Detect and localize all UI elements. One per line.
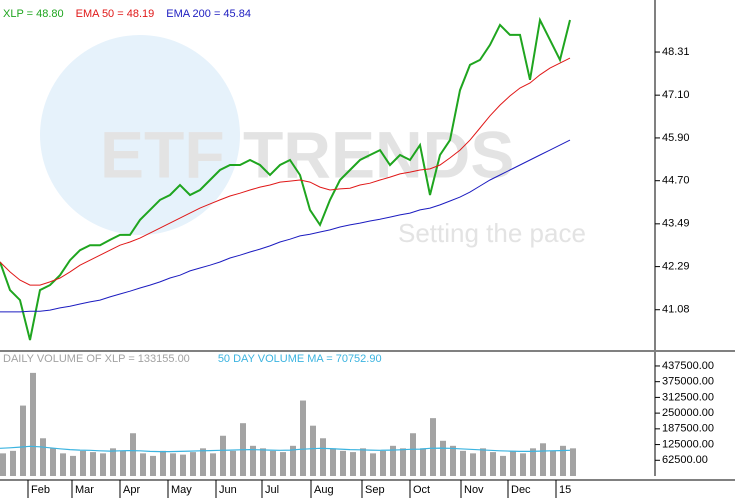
volume-bar xyxy=(490,452,496,476)
series-line xyxy=(0,139,571,313)
volume-bar xyxy=(10,450,16,476)
y-tick-label: 250000.00 xyxy=(662,407,714,419)
volume-bar xyxy=(120,450,126,476)
volume-bar xyxy=(370,453,376,476)
volume-bar xyxy=(190,452,196,476)
volume-bar xyxy=(460,450,466,476)
volume-bar xyxy=(540,443,546,476)
y-tick-label: 48.31 xyxy=(662,46,690,58)
y-tick-label: 47.10 xyxy=(662,89,690,101)
x-tick-label: 15 xyxy=(559,484,571,496)
volume-bar xyxy=(360,448,366,476)
volume-bar xyxy=(450,445,456,476)
x-tick-label: Oct xyxy=(413,484,430,496)
volume-bar xyxy=(140,453,146,476)
volume-bar xyxy=(570,448,576,476)
volume-bar xyxy=(520,453,526,476)
x-tick-label: Jun xyxy=(219,484,237,496)
volume-bar xyxy=(330,448,336,476)
y-tick-label: 45.90 xyxy=(662,132,690,144)
x-tick-label: Jul xyxy=(265,484,279,496)
volume-bar xyxy=(280,452,286,476)
volume-bar xyxy=(420,448,426,476)
volume-bar xyxy=(200,448,206,476)
series-line xyxy=(0,57,571,286)
volume-bar xyxy=(20,405,26,476)
x-tick-label: Sep xyxy=(365,484,385,496)
x-tick-label: Nov xyxy=(464,484,484,496)
volume-bar xyxy=(110,448,116,476)
volume-bar xyxy=(440,440,446,476)
x-tick-label: Dec xyxy=(511,484,531,496)
watermark-tagline: Setting the pace xyxy=(398,218,586,248)
volume-bar xyxy=(400,448,406,476)
y-tick-label: 43.49 xyxy=(662,218,690,230)
volume-bar xyxy=(170,453,176,476)
volume-bar xyxy=(50,448,56,476)
volume-bar xyxy=(510,450,516,476)
volume-bar xyxy=(130,433,136,476)
volume-bar xyxy=(320,438,326,476)
volume-bar xyxy=(430,418,436,476)
y-tick-label: 375000.00 xyxy=(662,376,714,388)
volume-bar xyxy=(340,450,346,476)
volume-bar xyxy=(500,455,506,476)
volume-bar xyxy=(560,445,566,476)
volume-bar xyxy=(480,448,486,476)
volume-bar xyxy=(40,438,46,476)
volume-bar xyxy=(230,450,236,476)
y-tick-label: 41.08 xyxy=(662,304,690,316)
volume-bar xyxy=(30,372,36,476)
volume-bar xyxy=(470,453,476,476)
volume-bar xyxy=(260,448,266,476)
x-tick-label: May xyxy=(171,484,192,496)
y-tick-label: 312500.00 xyxy=(662,391,714,403)
volume-bar xyxy=(380,450,386,476)
volume-bar xyxy=(80,450,86,476)
volume-bar xyxy=(220,435,226,476)
x-tick-label: Apr xyxy=(123,484,140,496)
x-tick-label: Feb xyxy=(31,484,50,496)
watermark-circle xyxy=(40,35,240,235)
y-tick-label: 42.29 xyxy=(662,261,690,273)
volume-bar xyxy=(550,450,556,476)
volume-bar xyxy=(60,453,66,476)
volume-bar xyxy=(290,445,296,476)
legend-entry: DAILY VOLUME OF XLP = 133155.00 xyxy=(3,353,190,365)
volume-bar xyxy=(270,450,276,476)
volume-bar xyxy=(210,453,216,476)
watermark-title: ETF TRENDS xyxy=(100,117,514,191)
volume-bar xyxy=(100,453,106,476)
y-tick-label: 125000.00 xyxy=(662,438,714,450)
volume-bar xyxy=(390,445,396,476)
volume-bar xyxy=(300,400,306,476)
volume-bar xyxy=(150,455,156,476)
y-tick-label: 62500.00 xyxy=(662,454,708,466)
x-tick-label: Mar xyxy=(75,484,94,496)
legend-entry: XLP = 48.80 xyxy=(3,8,64,20)
x-tick-label: Aug xyxy=(314,484,334,496)
legend-entry: EMA 200 = 45.84 xyxy=(166,8,251,20)
volume-bar xyxy=(180,454,186,476)
volume-bar xyxy=(410,433,416,476)
volume-bar xyxy=(160,450,166,476)
volume-bar xyxy=(250,445,256,476)
legend-entry: EMA 50 = 48.19 xyxy=(76,8,155,20)
y-tick-label: 437500.00 xyxy=(662,360,714,372)
volume-bar xyxy=(0,453,6,476)
volume-bar xyxy=(90,452,96,476)
y-tick-label: 44.70 xyxy=(662,175,690,187)
y-tick-label: 187500.00 xyxy=(662,423,714,435)
volume-bar xyxy=(310,425,316,476)
series-line xyxy=(0,445,571,453)
volume-bar xyxy=(530,448,536,476)
legend-entry: 50 DAY VOLUME MA = 70752.90 xyxy=(218,353,382,365)
volume-bar xyxy=(70,455,76,476)
volume-bar xyxy=(350,452,356,476)
series-line xyxy=(0,16,571,341)
